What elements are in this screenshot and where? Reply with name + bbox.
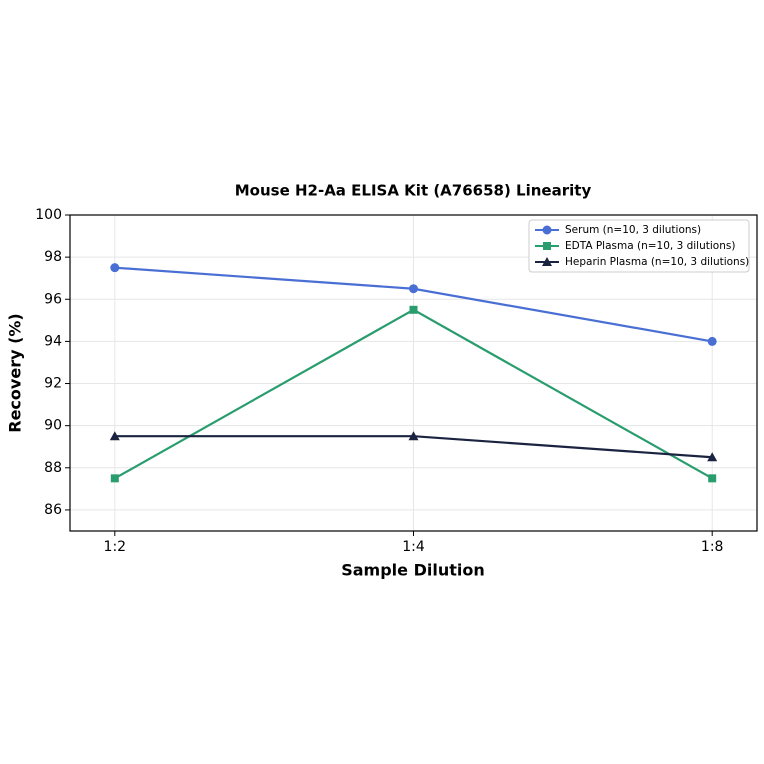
marker: [110, 263, 120, 273]
marker: [542, 257, 552, 266]
marker: [109, 431, 120, 441]
y-tick-label: 100: [35, 207, 62, 223]
legend-box: [528, 219, 750, 273]
marker: [543, 242, 551, 250]
y-tick-label: 88: [44, 460, 62, 476]
marker: [707, 336, 717, 346]
x-tick-label: 1:4: [402, 539, 425, 555]
x-tick-label: 1:2: [104, 539, 127, 555]
marker: [408, 431, 419, 441]
marker: [110, 474, 119, 483]
marker: [409, 305, 418, 314]
legend-label: Heparin Plasma (n=10, 3 dilutions): [565, 256, 749, 268]
marker: [708, 474, 717, 483]
y-tick-label: 96: [44, 291, 62, 307]
y-tick-label: 98: [44, 249, 62, 265]
marker: [409, 284, 418, 294]
y-axis-label: Recovery (%): [6, 313, 25, 432]
y-tick-label: 92: [44, 376, 62, 392]
legend-label: Serum (n=10, 3 dilutions): [565, 224, 701, 236]
marker: [542, 225, 552, 235]
y-tick-label: 90: [44, 418, 62, 434]
plot-frame: [69, 214, 758, 532]
legend-label: EDTA Plasma (n=10, 3 dilutions): [565, 240, 735, 252]
marker: [707, 452, 718, 462]
y-tick-label: 94: [44, 333, 62, 349]
x-tick-label: 1:8: [701, 539, 724, 555]
chart-title: Mouse H2-Aa ELISA Kit (A76658) Linearity: [235, 182, 592, 200]
y-tick-label: 86: [44, 502, 62, 518]
x-axis-label: Sample Dilution: [341, 561, 485, 580]
